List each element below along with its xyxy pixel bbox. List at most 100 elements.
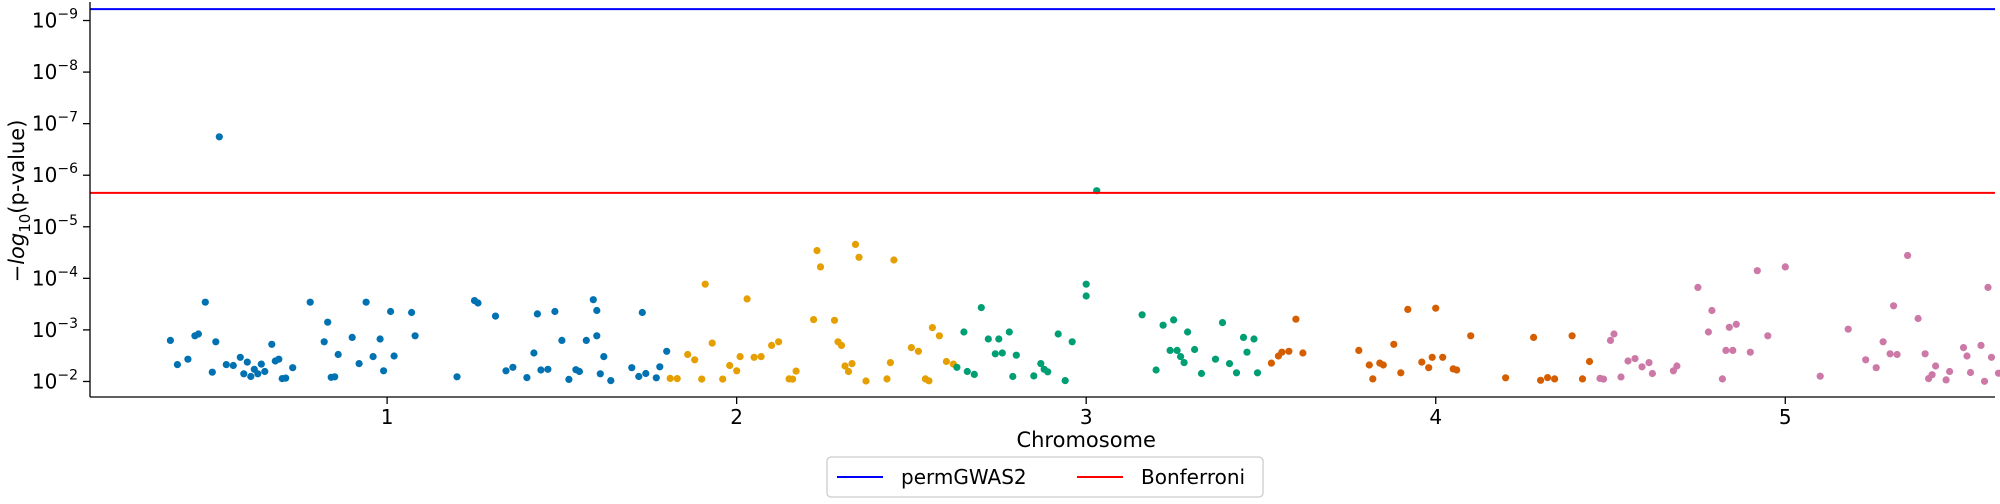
data-point [565, 375, 573, 383]
data-point [355, 360, 363, 368]
y-axis-title: −log10(p-value) [5, 120, 34, 283]
data-point [1984, 283, 1992, 291]
data-point [1177, 353, 1185, 361]
data-point [1946, 367, 1954, 376]
data-point [537, 366, 545, 374]
x-axis-title: Chromosome [1016, 428, 1155, 452]
data-point [1578, 375, 1587, 383]
data-point [334, 350, 342, 359]
data-point [750, 353, 758, 361]
data-point [229, 361, 237, 370]
data-point [1725, 323, 1733, 331]
data-point [984, 335, 992, 343]
data-point [306, 298, 314, 306]
data-point [848, 360, 856, 368]
data-point [348, 333, 356, 341]
data-point [1624, 357, 1632, 365]
legend: permGWAS2 Bonferroni [826, 456, 1264, 498]
data-point [201, 298, 209, 306]
data-point [1138, 311, 1146, 319]
x-tick-label: 2 [730, 405, 743, 429]
data-point [1599, 375, 1608, 383]
data-point [1439, 353, 1447, 361]
data-point [166, 336, 174, 344]
data-point [215, 133, 223, 141]
data-point [942, 357, 951, 366]
data-point [656, 363, 664, 371]
y-tick-label: 10−3 [32, 316, 78, 342]
data-point [1585, 357, 1594, 366]
data-point [1012, 351, 1020, 359]
data-point [502, 367, 510, 375]
data-point [914, 347, 923, 355]
data-point [663, 347, 671, 355]
data-point [380, 367, 388, 375]
data-point [184, 355, 192, 363]
data-point [1959, 344, 1968, 352]
data-point [736, 353, 744, 361]
data-point [652, 374, 660, 382]
data-point [1694, 283, 1702, 291]
data-point [1365, 361, 1373, 369]
data-point [474, 299, 482, 307]
data-point [1610, 330, 1618, 338]
data-point [362, 298, 370, 306]
data-point [1285, 347, 1293, 355]
data-point [953, 363, 961, 371]
data-point [1638, 363, 1646, 371]
data-point [635, 372, 643, 381]
data-point [1243, 348, 1251, 356]
data-point [1191, 345, 1199, 354]
data-point [1197, 369, 1206, 378]
data-point [411, 332, 419, 340]
data-point [684, 350, 692, 359]
y-tick-label: 10−5 [32, 213, 78, 239]
data-point [813, 247, 821, 255]
data-point [666, 374, 674, 382]
data-point [1816, 372, 1824, 380]
data-point [638, 308, 646, 317]
data-point [1631, 355, 1639, 363]
data-point [1617, 373, 1625, 381]
data-point [851, 240, 860, 248]
data-point [830, 316, 839, 324]
data-point [1061, 377, 1069, 385]
data-point [1152, 366, 1160, 374]
data-point [387, 307, 395, 316]
data-point [491, 312, 500, 320]
data-point [408, 308, 416, 317]
legend-label-permgwas2: permGWAS2 [901, 465, 1027, 489]
data-point [890, 256, 898, 264]
y-tick-label: 10−4 [32, 264, 78, 290]
data-point [1928, 371, 1936, 379]
data-point [886, 359, 895, 367]
data-point [789, 375, 797, 383]
data-point [1432, 304, 1440, 312]
data-point [1184, 328, 1192, 336]
data-point [390, 352, 398, 360]
data-point [1005, 328, 1013, 336]
data-point [261, 367, 269, 376]
legend-frame [826, 456, 1264, 498]
data-point [282, 374, 290, 382]
data-point [963, 367, 971, 376]
data-point [1980, 377, 1989, 385]
data-point [596, 370, 604, 378]
data-point [1921, 350, 1929, 358]
data-point [1397, 369, 1405, 377]
data-point [991, 350, 999, 358]
data-point [1963, 352, 1971, 360]
data-point [841, 362, 849, 370]
data-point [1225, 360, 1234, 368]
data-point [1068, 338, 1076, 346]
data-point [1030, 372, 1038, 380]
data-point [775, 338, 783, 346]
data-point [1530, 333, 1538, 341]
data-point [1606, 336, 1615, 344]
data-point [1253, 369, 1262, 377]
y-tick-label: 10−8 [32, 58, 78, 84]
data-point [173, 361, 181, 369]
data-point [582, 336, 590, 344]
y-tick-label: 10−7 [32, 110, 78, 136]
data-point [1239, 333, 1248, 341]
